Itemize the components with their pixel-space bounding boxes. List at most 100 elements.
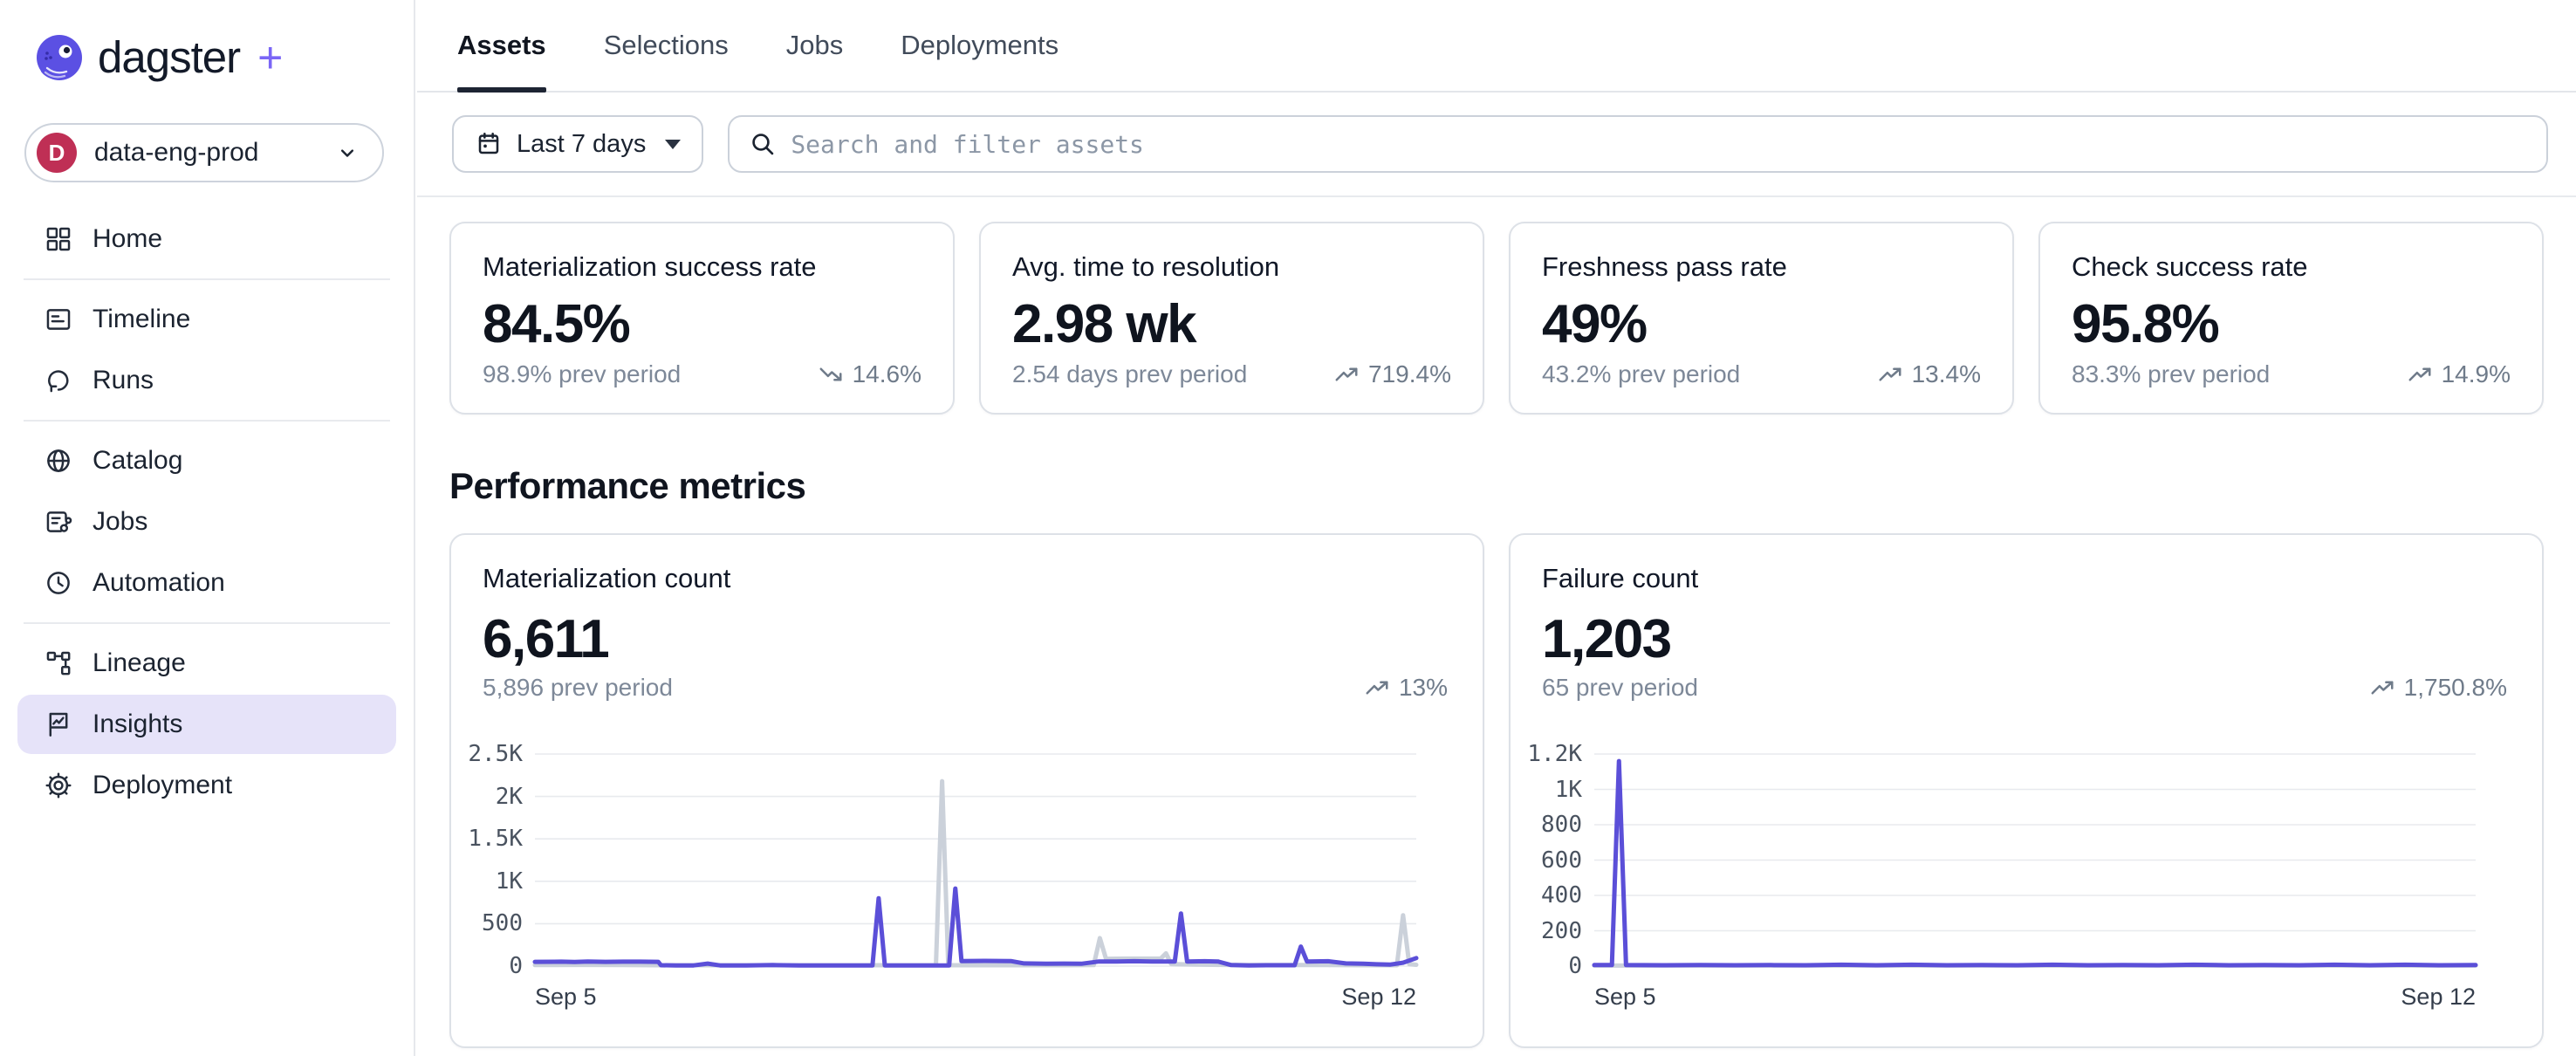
plot-area: Sep 5 Sep 12 <box>1592 753 2478 1011</box>
chart-trend: 1,750.8% <box>2369 674 2507 702</box>
chart-title: Failure count <box>1542 563 1699 593</box>
clock-icon <box>44 568 73 598</box>
line-chart: 0 500 1K 1.5K 2K 2.5K Sep 5 Sep 12 <box>451 741 1483 1011</box>
globe-icon <box>44 446 73 476</box>
sidebar-item-label: Insights <box>92 710 183 738</box>
date-range-label: Last 7 days <box>517 129 647 158</box>
x-axis-end-label: Sep 12 <box>1341 984 1416 1010</box>
sidebar-item-label: Timeline <box>92 305 191 333</box>
y-axis-tick: 600 <box>1541 847 1582 874</box>
chart-line-prev-period <box>532 778 1419 968</box>
dropdown-caret-icon <box>665 139 682 149</box>
x-axis-start-label: Sep 5 <box>535 984 597 1010</box>
sidebar-item-label: Runs <box>92 366 154 394</box>
section-title: Performance metrics <box>449 465 806 506</box>
metric-trend-value: 14.6% <box>852 360 921 387</box>
y-axis-tick: 1K <box>495 867 523 895</box>
tab-label: Selections <box>603 30 729 60</box>
metric-prev-period: 83.3% prev period <box>2072 360 2271 387</box>
search-icon <box>752 134 774 155</box>
trending-up-icon <box>2371 681 2394 695</box>
sidebar-item-home[interactable]: Home <box>17 209 396 269</box>
metric-card-materialization-success-rate: Materialization success rate 84.5% 98.9%… <box>449 222 955 415</box>
gear-icon <box>44 771 73 800</box>
tab-jobs[interactable]: Jobs <box>786 0 843 91</box>
chart-trend-value: 1,750.8% <box>2403 674 2507 701</box>
chart-prev-period: 5,896 prev period <box>483 674 673 701</box>
y-axis-tick: 0 <box>509 953 523 979</box>
sidebar-divider <box>24 622 390 624</box>
sidebar-item-runs[interactable]: Runs <box>17 351 396 410</box>
y-axis-tick: 1.2K <box>1527 741 1582 767</box>
y-axis-tick: 0 <box>1568 953 1582 979</box>
job-graph-icon <box>44 507 73 537</box>
y-axis-tick: 500 <box>482 910 523 937</box>
sidebar-item-jobs[interactable]: Jobs <box>17 492 396 552</box>
workspace-badge: D <box>37 133 77 173</box>
chart-value: 6,611 <box>483 609 610 669</box>
chevron-down-icon <box>340 149 354 157</box>
search-input[interactable] <box>789 128 2527 160</box>
metric-title: Check success rate <box>2072 251 2308 282</box>
y-axis-tick: 2K <box>495 783 523 810</box>
tab-selections[interactable]: Selections <box>604 0 729 91</box>
metric-value: 49% <box>1542 294 1648 354</box>
trending-up-icon <box>1879 367 1901 381</box>
metric-card-avg-time-to-resolution: Avg. time to resolution 2.98 wk 2.54 day… <box>979 222 1484 415</box>
trending-up-icon <box>2408 367 2431 381</box>
y-axis: 0 500 1K 1.5K 2K 2.5K <box>451 741 535 979</box>
insights-flag-icon <box>44 710 73 739</box>
sidebar-item-label: Automation <box>92 568 225 597</box>
metric-value: 2.98 wk <box>1012 294 1197 354</box>
y-axis-tick: 200 <box>1541 917 1582 944</box>
metric-trend: 719.4% <box>1333 360 1451 388</box>
metric-title: Avg. time to resolution <box>1012 251 1280 282</box>
filter-bar: Last 7 days <box>417 93 2576 197</box>
line-chart: 0 200 400 600 800 1K 1.2K Sep 5 Sep 12 <box>1511 741 2542 1011</box>
workspace-name: data-eng-prod <box>94 138 259 167</box>
sidebar-divider <box>24 420 390 422</box>
metric-trend: 13.4% <box>1877 360 1981 388</box>
chart-trend: 13% <box>1364 674 1448 702</box>
sidebar-divider <box>24 278 390 280</box>
metric-value: 84.5% <box>483 294 631 354</box>
trending-down-icon <box>819 367 842 381</box>
brand-name: dagster <box>98 32 241 82</box>
sidebar-item-automation[interactable]: Automation <box>17 553 396 613</box>
metric-summary-row: Materialization success rate 84.5% 98.9%… <box>449 222 2544 415</box>
brand-plus: + <box>257 32 284 82</box>
sidebar-item-catalog[interactable]: Catalog <box>17 431 396 490</box>
sidebar-item-label: Catalog <box>92 446 183 475</box>
chart-line-current-period <box>532 886 1419 968</box>
workspace-switcher[interactable]: D data-eng-prod <box>24 123 384 182</box>
sidebar-item-label: Lineage <box>92 648 186 677</box>
tab-label: Deployments <box>901 30 1059 60</box>
tab-assets[interactable]: Assets <box>457 0 546 93</box>
chart-line-current-period <box>1592 758 2478 968</box>
sidebar-item-lineage[interactable]: Lineage <box>17 634 396 693</box>
metric-trend: 14.9% <box>2407 360 2511 388</box>
metric-trend: 14.6% <box>818 360 921 388</box>
content: Materialization success rate 84.5% 98.9%… <box>417 197 2576 1048</box>
metric-card-freshness-pass-rate: Freshness pass rate 49% 43.2% prev perio… <box>1509 222 2014 415</box>
date-range-button[interactable]: Last 7 days <box>452 115 704 173</box>
sidebar-nav: Home Timeline Runs Catalog Jobs Automati… <box>0 209 414 815</box>
app-logo: dagster + <box>0 0 414 83</box>
metric-prev-period: 2.54 days prev period <box>1012 360 1248 387</box>
x-axis: Sep 5 Sep 12 <box>1594 984 2476 1011</box>
metric-card-check-success-rate: Check success rate 95.8% 83.3% prev peri… <box>2038 222 2544 415</box>
chart-svg <box>1592 753 2478 968</box>
loop-arrow-icon <box>44 366 73 395</box>
sidebar-item-deployment[interactable]: Deployment <box>17 756 396 815</box>
sidebar-item-label: Deployment <box>92 771 233 799</box>
trending-up-icon <box>1335 367 1358 381</box>
dagster-octopus-icon <box>35 33 84 82</box>
search-container <box>728 115 2548 173</box>
sidebar-item-timeline[interactable]: Timeline <box>17 290 396 349</box>
top-tab-bar: Assets Selections Jobs Deployments <box>417 0 2576 93</box>
chart-value: 1,203 <box>1542 609 1672 669</box>
chart-row: Materialization count 6,611 5,896 prev p… <box>449 533 2544 1048</box>
tab-deployments[interactable]: Deployments <box>901 0 1058 91</box>
chart-trend-value: 13% <box>1398 674 1448 701</box>
sidebar-item-insights[interactable]: Insights <box>17 695 396 754</box>
